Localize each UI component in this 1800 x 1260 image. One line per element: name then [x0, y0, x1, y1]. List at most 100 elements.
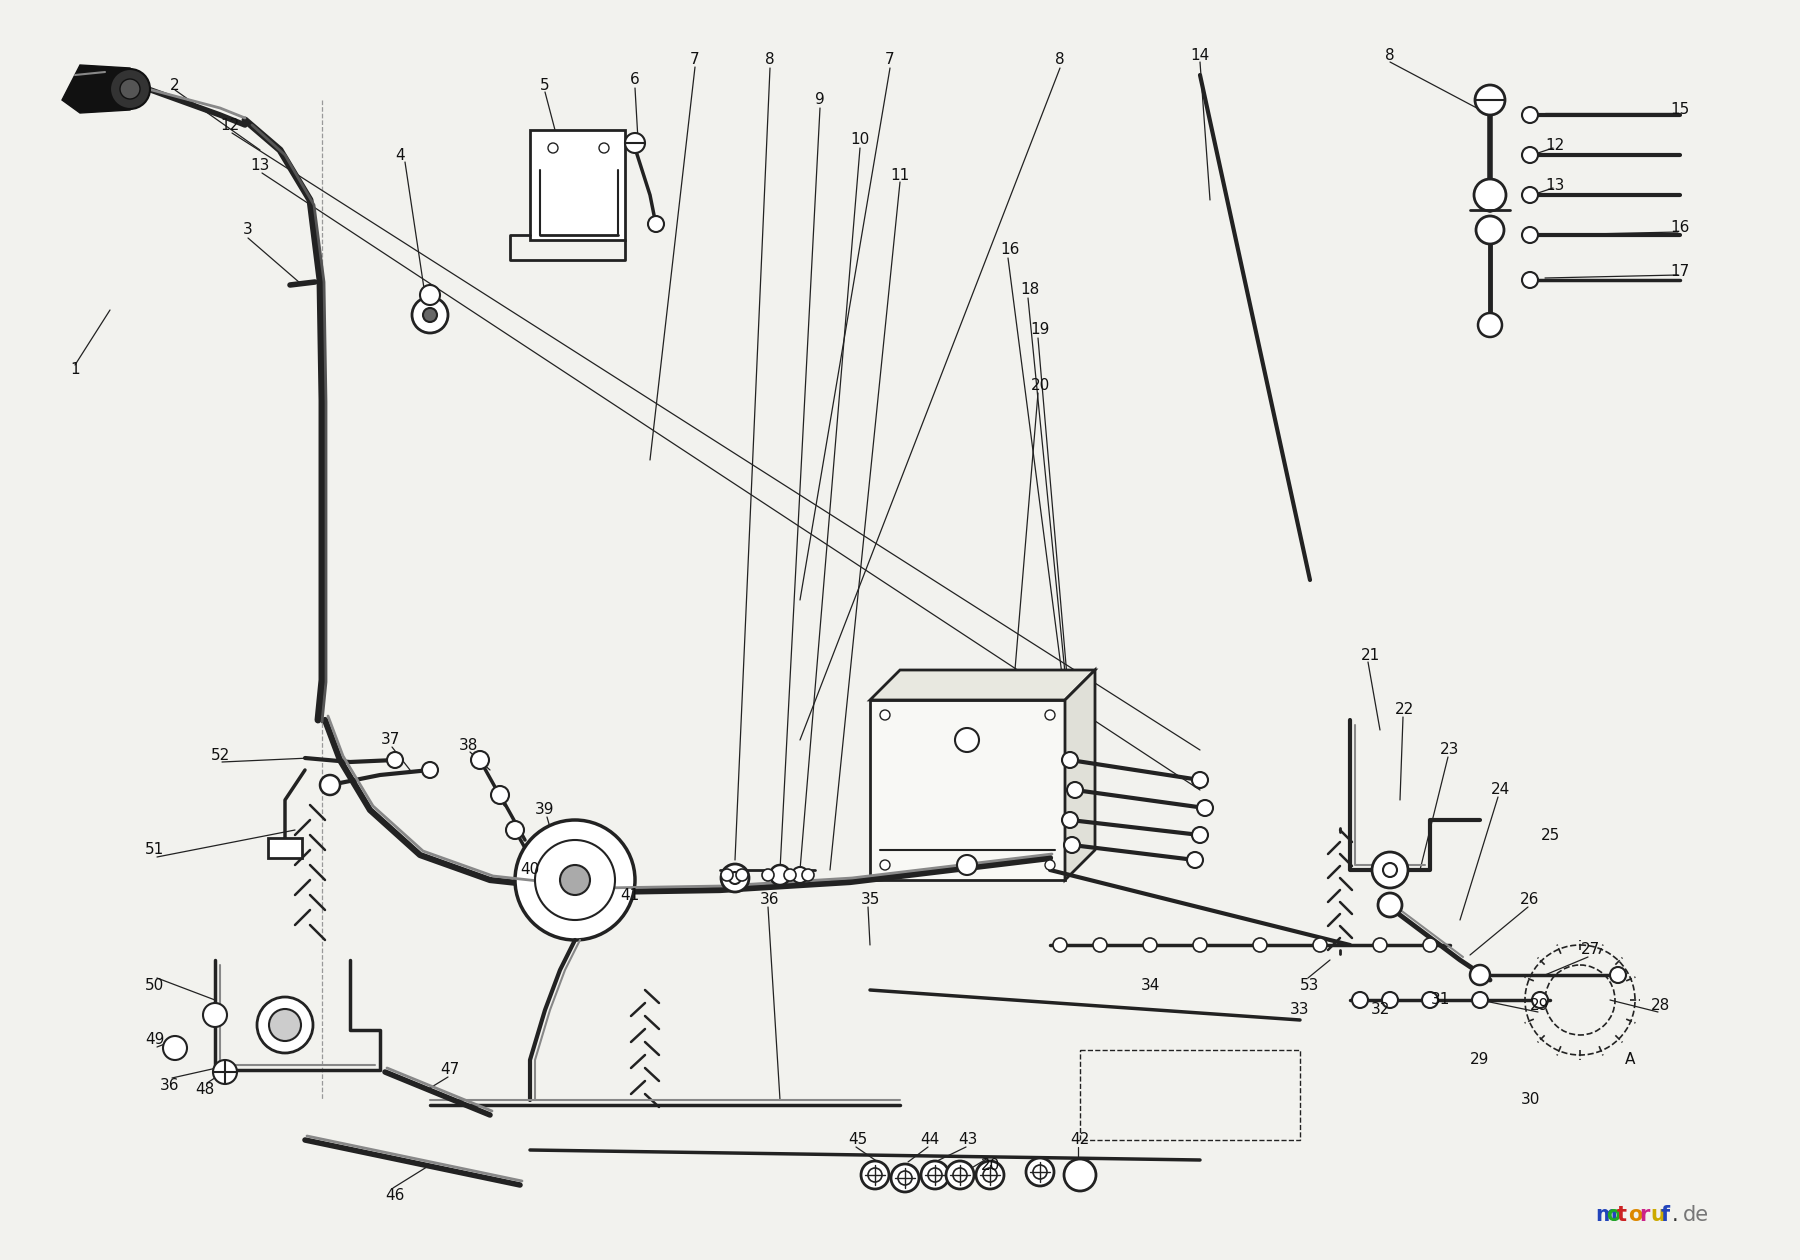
- Text: 52: 52: [211, 747, 230, 762]
- Circle shape: [1046, 861, 1055, 869]
- Text: 22: 22: [1395, 703, 1415, 717]
- Circle shape: [1382, 863, 1397, 877]
- Text: 36: 36: [760, 892, 779, 907]
- Text: 7: 7: [886, 53, 895, 68]
- Circle shape: [929, 1168, 941, 1182]
- Text: 16: 16: [1001, 242, 1019, 257]
- Circle shape: [1523, 186, 1537, 203]
- Circle shape: [1523, 107, 1537, 123]
- Bar: [1080, 1050, 1300, 1140]
- Circle shape: [983, 1168, 997, 1182]
- Circle shape: [268, 1009, 301, 1041]
- Polygon shape: [1066, 670, 1094, 879]
- Circle shape: [1382, 992, 1399, 1008]
- Text: 27: 27: [1580, 942, 1600, 958]
- Circle shape: [956, 728, 979, 752]
- Circle shape: [1373, 937, 1388, 953]
- Circle shape: [1046, 709, 1055, 719]
- Text: 47: 47: [441, 1062, 459, 1077]
- Text: 35: 35: [860, 892, 880, 907]
- Circle shape: [412, 297, 448, 333]
- Text: 41: 41: [621, 887, 639, 902]
- Circle shape: [1471, 965, 1490, 985]
- Circle shape: [1093, 937, 1107, 953]
- Circle shape: [1197, 800, 1213, 816]
- Text: o: o: [1606, 1205, 1620, 1225]
- Circle shape: [506, 822, 524, 839]
- Text: 15: 15: [1670, 102, 1690, 117]
- Text: 31: 31: [1431, 993, 1449, 1008]
- Text: 8: 8: [1386, 48, 1395, 63]
- Circle shape: [898, 1171, 913, 1184]
- Circle shape: [880, 709, 889, 719]
- Text: 2: 2: [171, 78, 180, 92]
- Text: 46: 46: [385, 1187, 405, 1202]
- Text: m: m: [1595, 1205, 1616, 1225]
- Circle shape: [387, 752, 403, 769]
- Circle shape: [729, 872, 742, 885]
- Text: 17: 17: [1670, 265, 1690, 280]
- Circle shape: [770, 866, 790, 885]
- Text: 37: 37: [380, 732, 400, 747]
- Circle shape: [1067, 782, 1084, 798]
- Circle shape: [1424, 937, 1436, 953]
- Bar: [869, 701, 1066, 879]
- Text: 29: 29: [1471, 1052, 1490, 1067]
- Text: 38: 38: [459, 737, 477, 752]
- Circle shape: [1143, 937, 1157, 953]
- Circle shape: [1609, 966, 1625, 983]
- Circle shape: [1472, 992, 1489, 1008]
- Circle shape: [625, 134, 644, 152]
- Text: 20: 20: [981, 1158, 999, 1173]
- Text: 30: 30: [1521, 1092, 1539, 1108]
- Circle shape: [212, 1060, 238, 1084]
- Text: 13: 13: [1546, 178, 1564, 193]
- Text: de: de: [1683, 1205, 1710, 1225]
- Text: A: A: [1625, 1052, 1634, 1067]
- Circle shape: [320, 775, 340, 795]
- Text: 10: 10: [850, 132, 869, 147]
- Circle shape: [257, 997, 313, 1053]
- Circle shape: [203, 1003, 227, 1027]
- Circle shape: [868, 1168, 882, 1182]
- Circle shape: [1372, 852, 1408, 888]
- Circle shape: [947, 1160, 974, 1189]
- Circle shape: [1064, 1159, 1096, 1191]
- Text: 48: 48: [196, 1082, 214, 1097]
- Text: 50: 50: [146, 978, 164, 993]
- Text: .: .: [1672, 1205, 1679, 1225]
- Circle shape: [1532, 992, 1548, 1008]
- Text: o: o: [1627, 1205, 1642, 1225]
- Circle shape: [1192, 772, 1208, 788]
- Circle shape: [785, 869, 796, 881]
- Circle shape: [976, 1160, 1004, 1189]
- Text: 25: 25: [1541, 828, 1559, 843]
- Circle shape: [860, 1160, 889, 1189]
- Text: 18: 18: [1021, 282, 1040, 297]
- Circle shape: [736, 869, 749, 881]
- Text: 13: 13: [250, 158, 270, 173]
- Text: 29: 29: [1530, 998, 1550, 1013]
- Circle shape: [547, 142, 558, 152]
- Polygon shape: [61, 66, 130, 113]
- Circle shape: [1422, 992, 1438, 1008]
- Text: f: f: [1661, 1205, 1670, 1225]
- Text: 33: 33: [1291, 1003, 1310, 1018]
- Circle shape: [1064, 837, 1080, 853]
- Circle shape: [560, 866, 590, 895]
- Circle shape: [1523, 227, 1537, 243]
- Circle shape: [952, 1168, 967, 1182]
- Circle shape: [121, 79, 140, 100]
- Circle shape: [164, 1036, 187, 1060]
- Circle shape: [1053, 937, 1067, 953]
- Circle shape: [922, 1160, 949, 1189]
- Circle shape: [880, 861, 889, 869]
- Circle shape: [1193, 937, 1208, 953]
- Circle shape: [1062, 811, 1078, 828]
- Circle shape: [515, 820, 635, 940]
- Circle shape: [1352, 992, 1368, 1008]
- Text: 16: 16: [1670, 220, 1690, 236]
- Text: 32: 32: [1370, 1003, 1390, 1018]
- Bar: [268, 838, 302, 858]
- Text: 8: 8: [765, 53, 774, 68]
